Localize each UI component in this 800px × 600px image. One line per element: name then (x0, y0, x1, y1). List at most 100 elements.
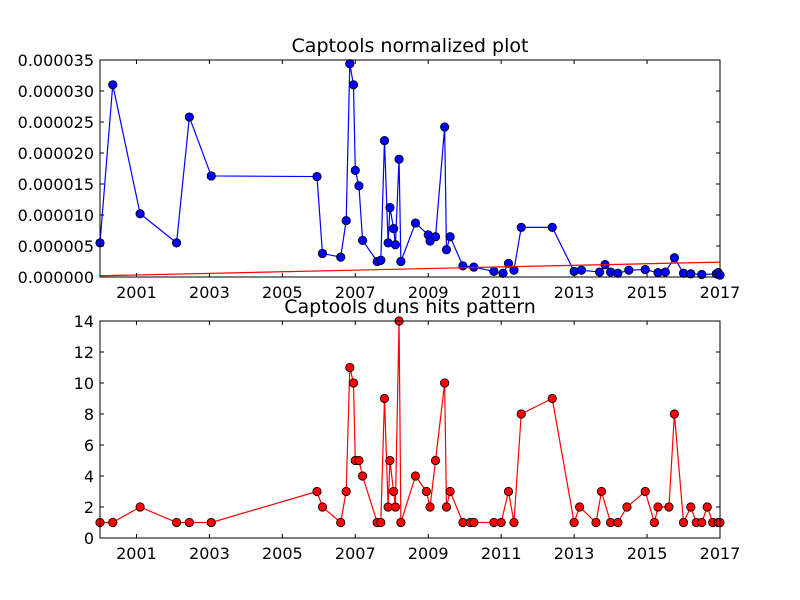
data-point (171, 238, 182, 248)
data-point (591, 517, 601, 528)
data-point (421, 486, 432, 497)
data-point (135, 209, 145, 219)
data-point (336, 252, 346, 262)
chart-title: Captools normalized plot (292, 35, 529, 57)
data-point (649, 517, 659, 528)
data-point (108, 517, 118, 528)
series-line (99, 261, 721, 277)
data-point (348, 80, 359, 90)
y-tick-label: 0.000000 (18, 268, 94, 287)
data-point (653, 502, 663, 512)
x-tick-label: 2011 (481, 544, 522, 563)
y-tick-label: 0.000030 (18, 82, 94, 101)
data-point (410, 471, 421, 481)
data-point (622, 502, 632, 512)
data-point (317, 248, 328, 259)
data-point (441, 245, 452, 255)
data-point (458, 261, 468, 271)
data-point (390, 240, 401, 250)
data-point (445, 232, 455, 242)
data-point (624, 265, 634, 275)
data-point (341, 486, 351, 497)
data-point (595, 267, 605, 277)
data-point (547, 222, 557, 232)
data-point (498, 268, 508, 278)
y-tick-label: 0.000010 (18, 206, 94, 225)
data-point (336, 517, 346, 528)
data-point (569, 517, 579, 528)
data-point (547, 393, 557, 404)
data-point (379, 393, 390, 404)
data-point (664, 502, 674, 512)
x-tick-label: 2009 (408, 283, 449, 302)
data-point (509, 265, 519, 275)
y-tick-label: 14 (74, 312, 94, 331)
data-point (390, 502, 401, 512)
data-point (430, 455, 441, 466)
y-tick-label: 10 (74, 374, 94, 393)
data-point (396, 256, 406, 267)
data-point (345, 362, 355, 373)
y-tick-label: 0.000025 (18, 113, 94, 132)
data-point (388, 486, 399, 497)
data-point (574, 502, 585, 512)
data-point (108, 80, 118, 90)
data-point (509, 517, 519, 528)
data-point (669, 409, 680, 419)
data-point (357, 235, 368, 246)
data-point (206, 517, 216, 528)
data-point (445, 486, 455, 497)
data-point (678, 517, 689, 528)
data-point (425, 502, 435, 512)
chart-duns-hits-pattern: 2001 2003 2005 2007 2009 2011 2013 2015 2017 0 2 4 6… (74, 296, 741, 563)
y-tick-label: 2 (84, 498, 94, 517)
data-point (516, 409, 526, 419)
y-tick-label: 0.000015 (18, 175, 94, 194)
data-point (576, 265, 587, 275)
axes-frame (99, 320, 721, 539)
data-point (430, 232, 441, 242)
data-point (441, 502, 452, 512)
x-tick-label: 2013 (554, 283, 595, 302)
data-point (350, 165, 360, 175)
x-tick-label: 2003 (189, 283, 230, 302)
data-point (394, 154, 404, 164)
y-tick-label: 6 (84, 436, 94, 455)
data-point (613, 268, 623, 278)
data-point (686, 269, 696, 279)
x-tick-label: 2013 (554, 544, 595, 563)
data-point (376, 517, 386, 528)
y-tick-label: 0.000005 (18, 237, 94, 256)
data-point (686, 502, 696, 512)
data-point (697, 517, 707, 528)
data-point (354, 181, 364, 191)
data-point (357, 471, 368, 481)
data-point (496, 517, 506, 528)
data-point (345, 59, 355, 69)
x-tick-label: 2015 (627, 544, 668, 563)
data-point (385, 202, 395, 213)
y-tick-label: 12 (74, 343, 94, 362)
chart-normalized-plot: 2001 2003 2005 2007 2009 2011 2013 2015 2017 0.00… (18, 35, 741, 302)
data-point (348, 378, 359, 388)
data-point (184, 112, 194, 122)
x-tick-label: 2005 (262, 544, 303, 563)
chart-title: Captools duns hits pattern (284, 296, 536, 318)
data-point (640, 264, 650, 275)
y-tick-label: 0 (84, 529, 94, 548)
x-tick-label: 2017 (700, 283, 741, 302)
data-point (702, 502, 712, 512)
data-point (669, 253, 680, 263)
data-point (354, 455, 364, 466)
data-point (184, 517, 194, 528)
data-point (613, 517, 623, 528)
data-point (341, 215, 351, 226)
data-point (388, 224, 399, 234)
axes-frame (99, 59, 721, 278)
data-point (312, 486, 322, 497)
plot-area (100, 60, 720, 277)
x-tick-label: 2007 (335, 283, 376, 302)
data-point (503, 258, 514, 268)
data-point (410, 218, 421, 228)
